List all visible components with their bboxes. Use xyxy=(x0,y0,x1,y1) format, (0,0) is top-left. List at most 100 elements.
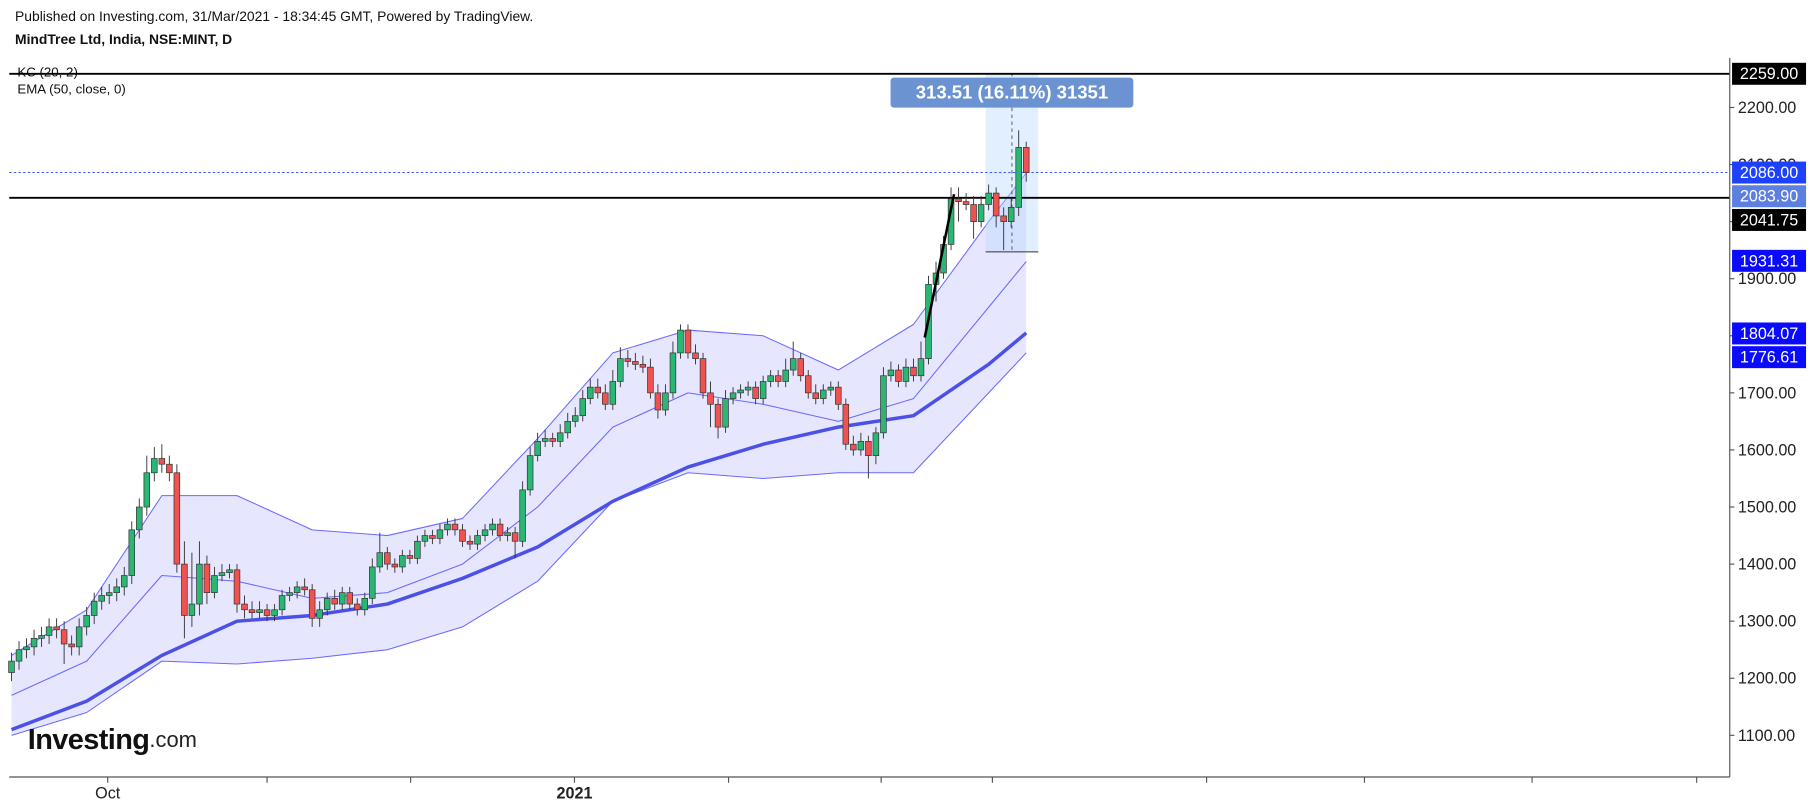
candle-body xyxy=(98,595,105,602)
y-tick-label: 1100.00 xyxy=(1738,727,1795,745)
x-tick-label: Oct xyxy=(95,785,121,803)
candle-body xyxy=(759,381,767,399)
candle-body xyxy=(308,589,316,619)
candle-body xyxy=(346,592,353,605)
candle-body xyxy=(617,358,624,382)
price-label-box xyxy=(1732,62,1807,85)
candle-body xyxy=(481,529,489,536)
x-tick-label: 2021 xyxy=(556,785,592,803)
candle-body xyxy=(75,626,83,648)
candle-body xyxy=(331,598,338,605)
candle-body xyxy=(1022,147,1030,173)
plot-area: 313.51 (16.11%) 31351 xyxy=(8,72,1730,736)
candle-body xyxy=(68,643,75,648)
legend-kc: KC (20, 2) xyxy=(17,64,78,79)
candle-body xyxy=(835,386,842,405)
candle-body xyxy=(1000,215,1007,222)
candle-body xyxy=(451,523,459,531)
candle-body xyxy=(564,421,571,434)
candle-body xyxy=(23,646,30,651)
candle-body xyxy=(226,569,233,574)
candle-body xyxy=(865,441,872,456)
candle-body xyxy=(241,603,248,611)
candle-body xyxy=(992,192,1000,217)
candle-body xyxy=(571,415,579,422)
candle-body xyxy=(338,592,346,605)
candle-body xyxy=(293,586,301,593)
candle-body xyxy=(211,575,218,593)
price-label: 2041.75 xyxy=(1740,211,1798,229)
candle-body xyxy=(399,555,406,568)
candle-body xyxy=(173,472,181,565)
candle-body xyxy=(707,392,714,405)
candle-body xyxy=(609,381,617,405)
candle-body xyxy=(406,555,414,559)
candle-body xyxy=(985,192,992,205)
candle-body xyxy=(136,506,143,531)
candle-body xyxy=(256,609,263,613)
candle-body xyxy=(436,529,444,539)
candle-body xyxy=(789,358,797,371)
candle-body xyxy=(181,563,188,616)
candle-body xyxy=(744,386,752,391)
price-label-box xyxy=(1732,185,1807,208)
candle-body xyxy=(774,375,782,382)
candle-body xyxy=(376,552,384,568)
candle-body xyxy=(962,201,970,205)
candle-body xyxy=(797,358,804,377)
trendline xyxy=(923,193,956,338)
candle-body xyxy=(466,540,474,545)
candle-body xyxy=(166,463,173,474)
candle-body xyxy=(105,592,113,596)
logo: Investing.com xyxy=(28,724,197,756)
candle-body xyxy=(714,403,722,428)
candle-body xyxy=(1007,207,1015,222)
kc-lower xyxy=(11,352,1027,736)
candle-body xyxy=(677,329,684,354)
candle-body xyxy=(113,586,120,593)
kc-band-fill xyxy=(11,173,1027,736)
candle-body xyxy=(624,358,632,362)
candle-body xyxy=(121,575,128,588)
publisher-note: Published on Investing.com, 31/Mar/2021 … xyxy=(15,8,533,24)
y-tick-label: 1200.00 xyxy=(1738,670,1796,688)
candle-body xyxy=(354,603,361,611)
candle-body xyxy=(632,361,639,365)
candle-body xyxy=(850,443,857,451)
price-label-box xyxy=(1732,161,1807,184)
candle-body xyxy=(248,609,256,613)
candle-body xyxy=(128,529,136,576)
candle-body xyxy=(662,392,669,411)
candle-body xyxy=(421,535,429,542)
candle-body xyxy=(391,563,399,568)
candle-body xyxy=(602,392,609,405)
candle-body xyxy=(384,552,391,565)
candle-body xyxy=(887,369,895,377)
candle-body xyxy=(729,392,737,399)
candle-body xyxy=(369,566,376,599)
candle-body xyxy=(820,389,827,399)
y-tick-label: 1300.00 xyxy=(1738,613,1796,631)
candle-body xyxy=(722,398,729,428)
candle-body xyxy=(519,489,526,542)
candle-body xyxy=(489,523,496,531)
candle-body xyxy=(263,609,271,616)
candle-body xyxy=(880,375,887,434)
candle-body xyxy=(444,523,451,531)
candle-body xyxy=(511,532,519,542)
price-label: 2086.00 xyxy=(1740,164,1798,182)
candle-body xyxy=(323,598,331,611)
price-label: 2083.90 xyxy=(1740,188,1798,206)
legend-ema: EMA (50, close, 0) xyxy=(17,82,126,97)
candle-body xyxy=(534,441,541,456)
candle-body xyxy=(594,386,602,394)
candle-body xyxy=(90,600,98,616)
candle-body xyxy=(30,637,38,648)
candle-body xyxy=(917,358,925,377)
candle-body xyxy=(669,352,677,394)
candle-body xyxy=(15,649,23,662)
candle-body xyxy=(60,629,68,645)
candle-body xyxy=(278,595,286,611)
candle-body xyxy=(271,609,278,616)
candle-body xyxy=(587,386,594,399)
